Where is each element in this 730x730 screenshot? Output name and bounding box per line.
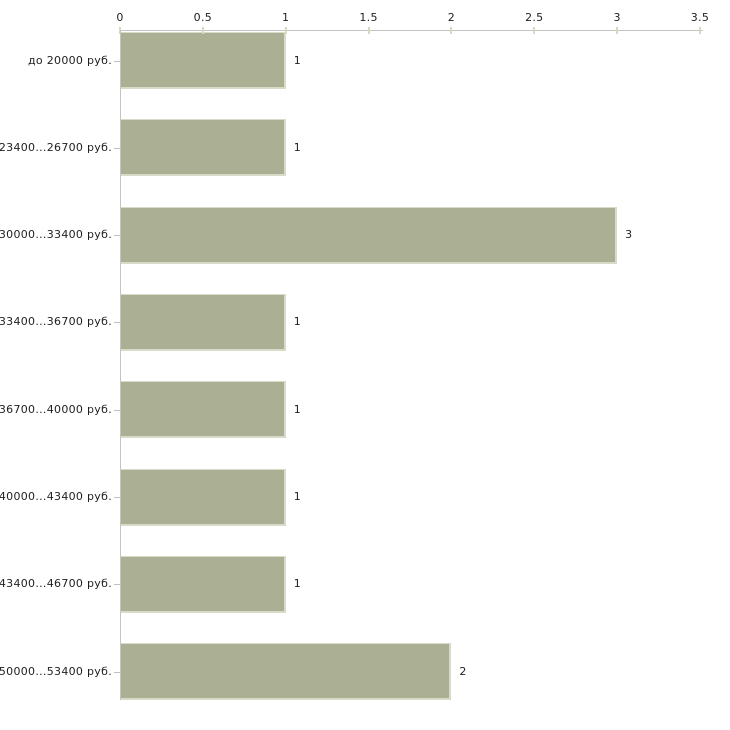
y-tick-mark xyxy=(114,235,120,236)
category-label: 23400...26700 руб. xyxy=(0,140,112,154)
y-tick-mark xyxy=(114,497,120,498)
bar-value-label: 1 xyxy=(293,402,302,416)
category-label: 43400...46700 руб. xyxy=(0,577,112,591)
x-tick-label: 3.5 xyxy=(690,11,710,24)
category-label: 50000...53400 руб. xyxy=(0,664,112,678)
y-tick-mark xyxy=(114,672,120,673)
bar xyxy=(120,469,286,526)
x-tick-mark xyxy=(533,27,536,34)
bar-value-label: 2 xyxy=(459,664,467,678)
category-label: 33400...36700 руб. xyxy=(0,315,112,329)
bar xyxy=(120,643,451,700)
y-tick-mark xyxy=(114,61,120,62)
y-axis-line xyxy=(120,30,121,700)
x-tick-label: 2 xyxy=(447,11,456,24)
x-tick-mark xyxy=(450,27,453,34)
bar-value-label: 1 xyxy=(293,140,302,154)
y-tick-mark xyxy=(114,322,120,323)
x-axis-line xyxy=(120,30,703,31)
bar xyxy=(120,556,286,613)
x-tick-label: 0.5 xyxy=(193,11,213,24)
bar-value-label: 3 xyxy=(625,228,633,242)
bar-value-label: 1 xyxy=(293,53,302,67)
bar xyxy=(120,207,617,264)
bar-value-label: 1 xyxy=(293,577,302,591)
bar xyxy=(120,381,286,438)
x-tick-mark xyxy=(616,27,619,34)
x-tick-label: 1.5 xyxy=(359,11,378,24)
x-tick-label: 3 xyxy=(613,11,621,24)
bar xyxy=(120,119,286,176)
x-tick-label: 2.5 xyxy=(525,11,544,24)
bar xyxy=(120,294,286,351)
x-tick-mark xyxy=(367,27,370,34)
bar xyxy=(120,32,286,89)
category-label: 30000...33400 руб. xyxy=(0,228,112,242)
x-tick-mark xyxy=(284,27,287,34)
bar-value-label: 1 xyxy=(293,490,302,503)
x-tick-mark xyxy=(699,27,701,34)
y-tick-mark xyxy=(114,148,120,149)
x-tick-label: 1 xyxy=(282,11,290,24)
x-tick-label: 0 xyxy=(116,11,124,24)
category-label: 36700...40000 руб. xyxy=(0,402,112,416)
x-tick-mark xyxy=(201,27,204,34)
y-tick-mark xyxy=(114,584,120,585)
category-label: до 20000 руб. xyxy=(28,53,112,67)
y-tick-mark xyxy=(114,410,120,411)
category-label: 40000...43400 руб. xyxy=(0,490,112,503)
bar-value-label: 1 xyxy=(293,315,302,329)
